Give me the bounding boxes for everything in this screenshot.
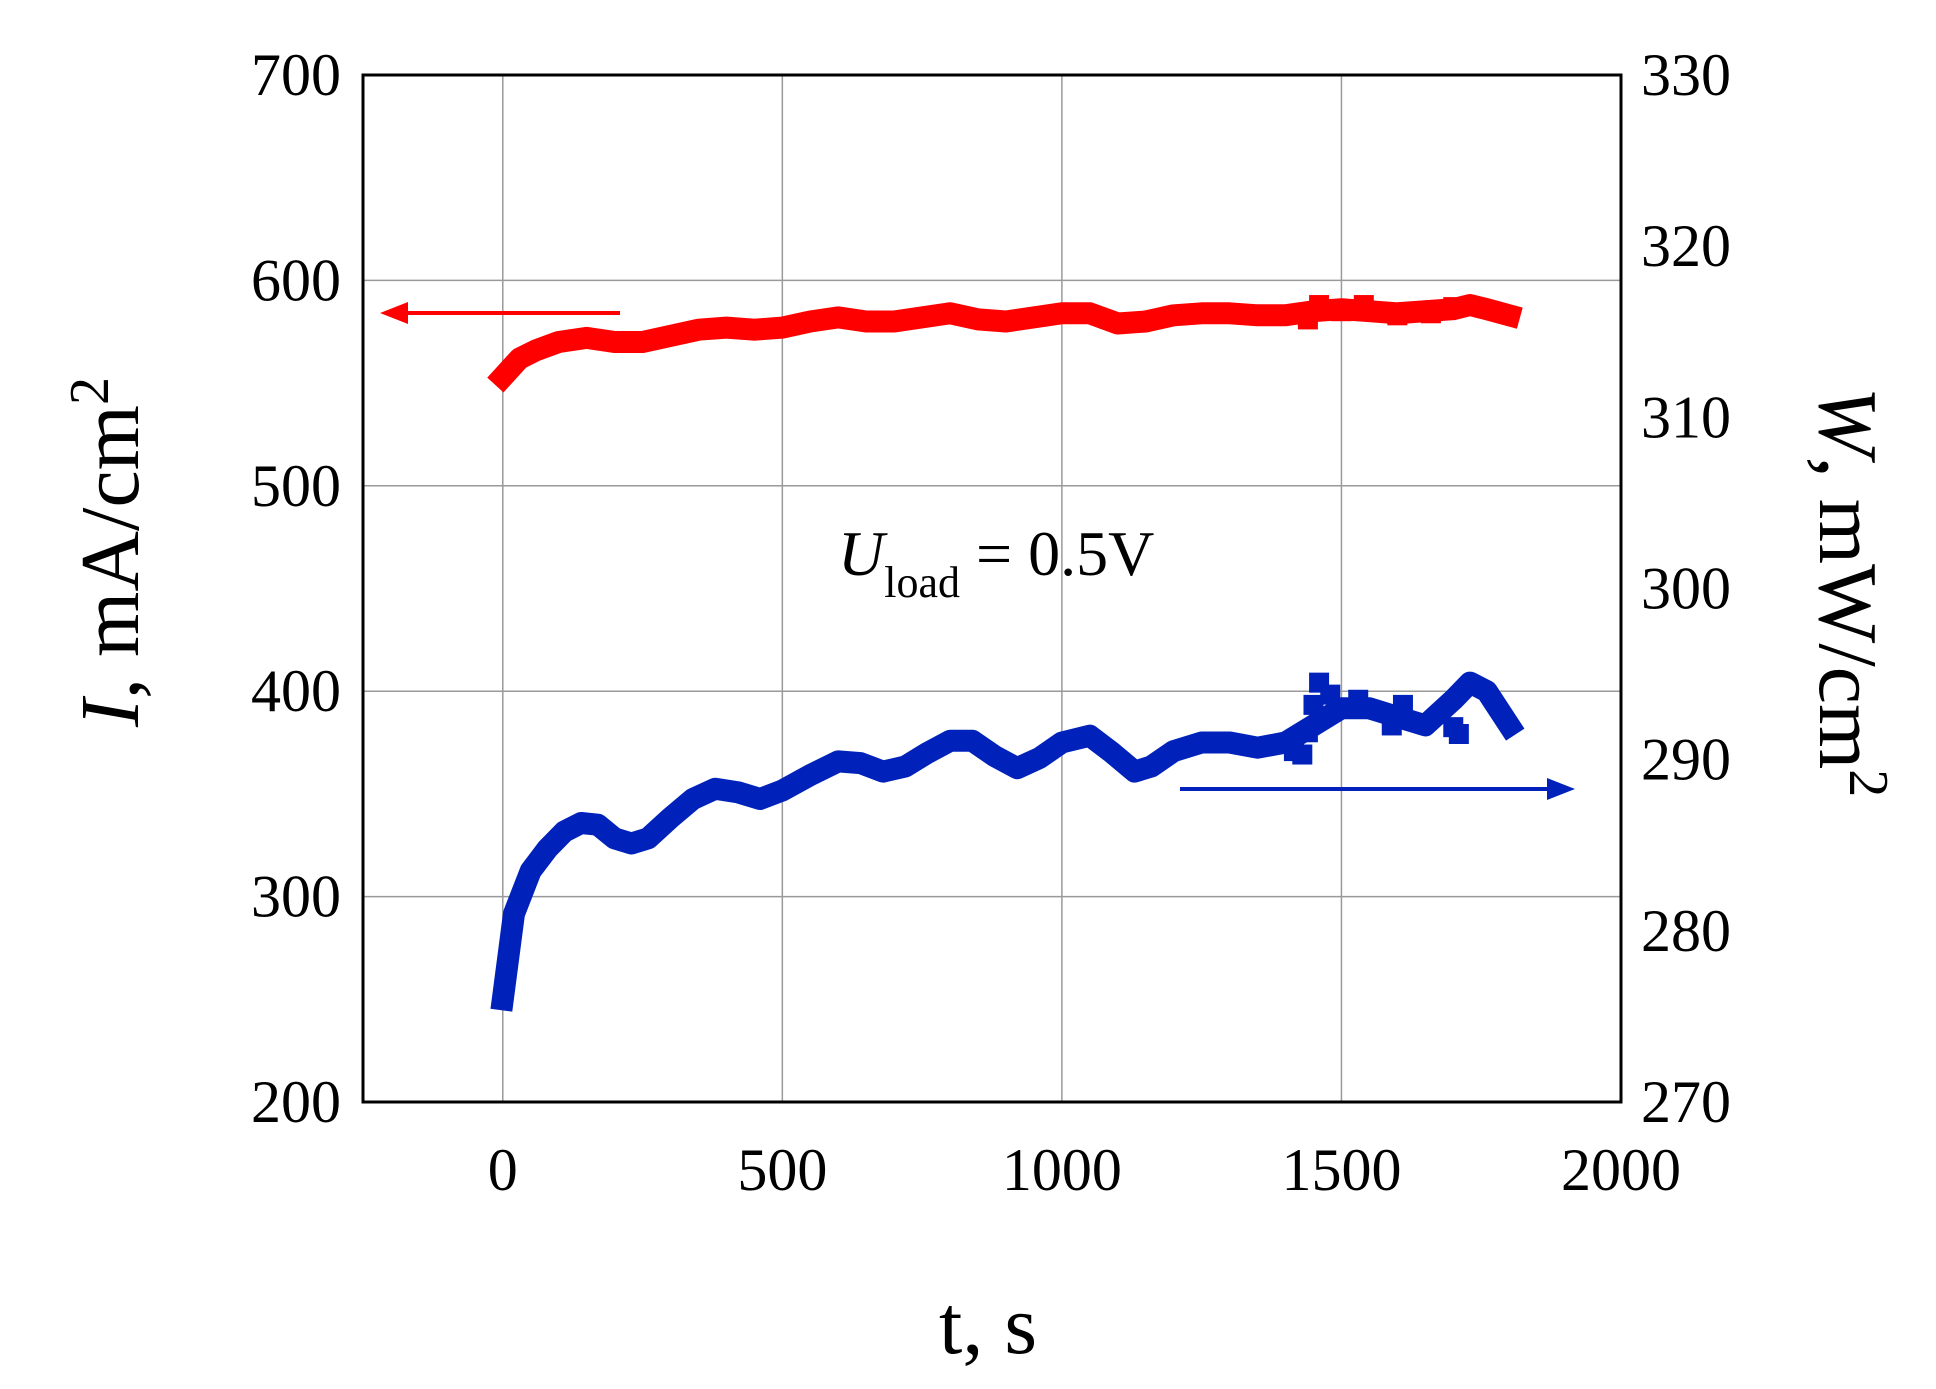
y-tick-label: 200 (251, 1069, 341, 1135)
right-axis-arrow-head (1547, 778, 1575, 800)
y-tick-label: 600 (251, 247, 341, 313)
power-density-point (1320, 684, 1341, 705)
y2-axis-unit: , mW/cm (1801, 457, 1894, 770)
y-axis-title: I, mA/cm2 (59, 377, 157, 728)
annotation-rest: = 0.5V (960, 518, 1154, 589)
y2-axis-title: W, mW/cm2 (1801, 387, 1899, 798)
x-tick-label: 1500 (1281, 1137, 1401, 1203)
y2-tick-label: 310 (1641, 384, 1731, 450)
current-density-point (1309, 295, 1330, 316)
y-axis-symbol: I (64, 695, 157, 728)
y2-tick-label: 300 (1641, 556, 1731, 622)
load-voltage-annotation: Uload = 0.5V (838, 518, 1154, 607)
y2-tick-label: 320 (1641, 213, 1731, 279)
y2-axis-unit-exponent: 2 (1837, 769, 1899, 797)
power-density-point (1392, 694, 1413, 715)
tick-labels: 0 500 1000 1500 2000 200 300 400 500 600 700 270 280… (251, 42, 1731, 1203)
y-axis-unit: , mA/cm (64, 405, 157, 699)
annotation-subscript: load (884, 558, 960, 607)
power-density-point (1303, 694, 1324, 715)
power-density-point (1348, 689, 1369, 710)
y2-tick-label: 330 (1641, 42, 1731, 108)
y-tick-label: 400 (251, 658, 341, 724)
power-density-point (1292, 744, 1313, 765)
x-axis-title: t, s (939, 1279, 1037, 1372)
x-tick-label: 0 (488, 1137, 518, 1203)
current-density-point (1443, 297, 1464, 318)
power-density-point (1448, 723, 1469, 744)
y2-tick-label: 290 (1641, 727, 1731, 793)
current-density-series (487, 294, 1523, 393)
annotation-symbol: U (838, 518, 888, 589)
y2-tick-label: 270 (1641, 1069, 1731, 1135)
y-tick-label: 700 (251, 42, 341, 108)
left-axis-arrow-head (380, 302, 408, 324)
y2-tick-label: 280 (1641, 898, 1731, 964)
plot-frame (361, 73, 1623, 1104)
series-layer (487, 294, 1525, 1012)
y2-axis-symbol: W (1801, 387, 1894, 464)
y-tick-label: 500 (251, 453, 341, 519)
y-axis-unit-exponent: 2 (59, 377, 121, 405)
current-density-point (1353, 295, 1374, 316)
gridlines (363, 75, 1621, 1102)
power-density-point (1381, 715, 1402, 736)
x-tick-label: 2000 (1561, 1137, 1681, 1203)
axis-arrows (380, 302, 1575, 800)
power-density-point (1297, 722, 1318, 743)
x-tick-label: 500 (737, 1137, 827, 1203)
power-density-series (490, 671, 1525, 1012)
current-density-point (1331, 301, 1352, 322)
current-density-point (1387, 305, 1408, 326)
y-tick-label: 300 (251, 864, 341, 930)
x-tick-label: 1000 (1002, 1137, 1122, 1203)
current-density-point (1420, 303, 1441, 324)
